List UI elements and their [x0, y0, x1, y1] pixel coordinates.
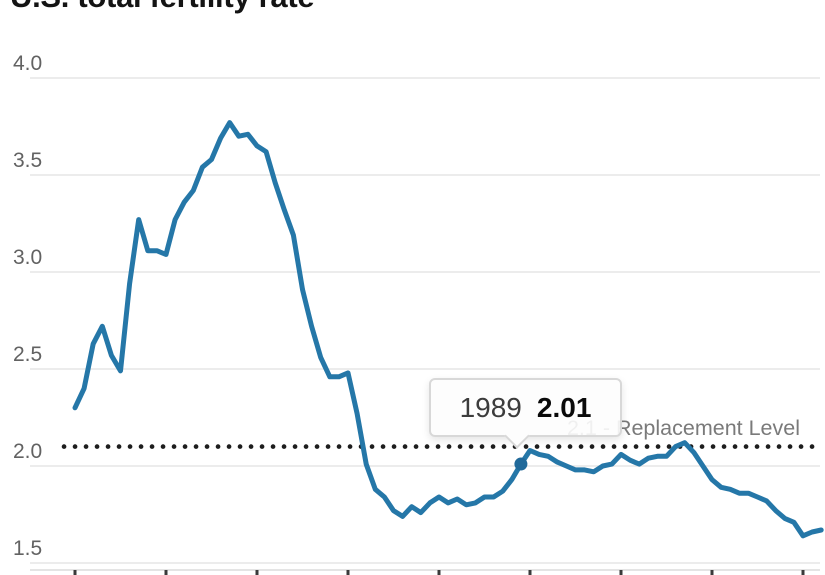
fertility-line[interactable]: [72, 120, 824, 539]
tooltip-year: 1989: [459, 391, 522, 423]
chart-title: U.S. total fertility rate: [10, 0, 315, 12]
highlighted-point[interactable]: [514, 457, 528, 471]
tooltip-value: 2.01: [536, 391, 592, 423]
y-axis-label: 3.5: [13, 149, 42, 172]
tooltip: 1989 2.01: [429, 378, 622, 449]
y-axis-label: 2.5: [13, 343, 42, 366]
y-axis-label: 2.0: [13, 440, 42, 463]
y-axis-label: 3.0: [13, 246, 42, 269]
y-axis-label: 4.0: [13, 52, 42, 75]
y-axis-label: 1.5: [13, 537, 42, 560]
